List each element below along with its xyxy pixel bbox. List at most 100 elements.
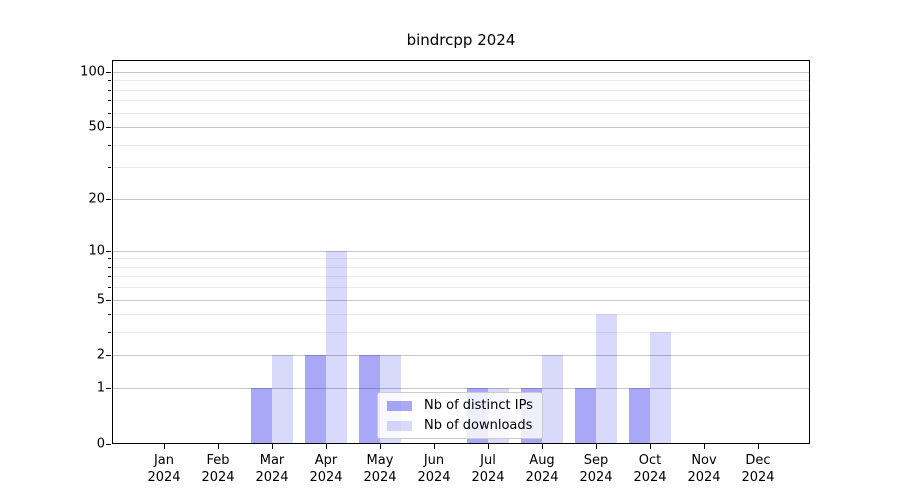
x-axis-tick-mar <box>272 444 273 449</box>
x-tick-year: 2024 <box>255 470 289 485</box>
gridline-minor-9 <box>112 258 810 260</box>
x-tick-year: 2024 <box>525 470 559 485</box>
legend-label-downloads: Nb of downloads <box>424 418 533 433</box>
y-axis-minor-tick-60 <box>108 112 111 114</box>
x-axis-tick-apr <box>326 444 327 449</box>
gridline-minor-4 <box>112 314 810 316</box>
gridline-minor-7 <box>112 276 810 278</box>
x-tick-year: 2024 <box>417 470 451 485</box>
y-axis-tick-label-0: 0 <box>96 436 105 452</box>
x-tick-year: 2024 <box>309 470 343 485</box>
y-axis-minor-tick-9 <box>108 258 111 260</box>
bar-nb-of-downloads-mar <box>272 355 293 444</box>
bar-nb-of-distinct-ips-mar <box>251 388 272 444</box>
gridline-major-10 <box>112 250 810 252</box>
legend-entry-distinct-ips: Nb of distinct IPs <box>387 398 533 413</box>
gridline-minor-80 <box>112 89 810 91</box>
gridline-minor-70 <box>112 100 810 102</box>
chart-title: bindrcpp 2024 <box>406 31 516 49</box>
x-axis-tick-label-dec: Dec 2024 <box>741 452 774 486</box>
x-tick-month: Aug <box>529 453 555 468</box>
y-axis-tick-20 <box>106 198 111 200</box>
x-axis-tick-jul <box>488 444 489 449</box>
x-axis-tick-dec <box>758 444 759 449</box>
x-tick-month: Sep <box>583 453 609 468</box>
y-axis-tick-50 <box>106 126 111 128</box>
bar-nb-of-distinct-ips-may <box>359 355 380 444</box>
y-axis-minor-tick-90 <box>108 80 111 82</box>
bar-nb-of-downloads-aug <box>542 355 563 444</box>
x-axis-tick-label-feb: Feb 2024 <box>201 452 234 486</box>
legend-entry-downloads: Nb of downloads <box>387 418 533 433</box>
x-tick-year: 2024 <box>741 470 775 485</box>
x-axis-tick-label-oct: Oct 2024 <box>633 452 666 486</box>
y-axis-tick-5 <box>106 299 111 301</box>
x-axis-tick-oct <box>650 444 651 449</box>
bar-nb-of-distinct-ips-sep <box>575 388 596 444</box>
y-axis-tick-label-100: 100 <box>80 64 105 80</box>
x-tick-month: May <box>366 453 394 468</box>
x-tick-month: Mar <box>259 453 285 468</box>
y-axis-tick-0 <box>106 444 111 445</box>
x-tick-month: Nov <box>691 453 717 468</box>
gridline-minor-40 <box>112 144 810 146</box>
bar-nb-of-distinct-ips-apr <box>305 355 326 444</box>
y-axis-minor-tick-40 <box>108 144 111 146</box>
y-axis-tick-1 <box>106 388 111 390</box>
y-axis-minor-tick-30 <box>108 167 111 169</box>
x-axis-tick-label-jul: Jul 2024 <box>471 452 504 486</box>
x-axis-tick-aug <box>542 444 543 449</box>
y-axis-tick-label-2: 2 <box>96 347 105 363</box>
gridline-minor-90 <box>112 80 810 82</box>
x-axis-tick-label-mar: Mar 2024 <box>255 452 288 486</box>
x-axis-tick-label-apr: Apr 2024 <box>309 452 342 486</box>
x-tick-year: 2024 <box>687 470 721 485</box>
y-axis-tick-label-10: 10 <box>88 243 105 259</box>
y-axis-minor-tick-80 <box>108 89 111 91</box>
y-axis-minor-tick-70 <box>108 100 111 102</box>
y-axis-tick-label-5: 5 <box>96 292 105 308</box>
bar-nb-of-downloads-sep <box>596 314 617 444</box>
y-axis-tick-label-1: 1 <box>96 380 105 396</box>
x-tick-year: 2024 <box>471 470 505 485</box>
bar-nb-of-distinct-ips-oct <box>629 388 650 444</box>
x-tick-year: 2024 <box>147 470 181 485</box>
bar-nb-of-downloads-apr <box>326 250 347 444</box>
x-axis-tick-may <box>380 444 381 449</box>
gridline-minor-8 <box>112 266 810 268</box>
x-tick-year: 2024 <box>363 470 397 485</box>
x-axis-tick-label-jan: Jan 2024 <box>147 452 180 486</box>
x-tick-month: Dec <box>745 453 771 468</box>
gridline-major-5 <box>112 299 810 301</box>
axes-frame <box>112 60 810 444</box>
x-tick-year: 2024 <box>579 470 613 485</box>
x-tick-month: Jul <box>480 453 496 468</box>
x-axis-tick-label-nov: Nov 2024 <box>687 452 720 486</box>
gridline-major-100 <box>112 71 810 73</box>
x-tick-month: Apr <box>314 453 338 468</box>
gridline-minor-30 <box>112 167 810 169</box>
x-tick-month: Jan <box>153 453 175 468</box>
x-axis-tick-feb <box>218 444 219 449</box>
x-axis-tick-sep <box>596 444 597 449</box>
x-tick-year: 2024 <box>633 470 667 485</box>
x-axis-tick-label-aug: Aug 2024 <box>525 452 558 486</box>
y-axis-minor-tick-6 <box>108 287 111 289</box>
x-axis-tick-label-jun: Jun 2024 <box>417 452 450 486</box>
x-tick-month: Jun <box>423 453 445 468</box>
y-axis-minor-tick-7 <box>108 276 111 278</box>
y-axis-tick-label-20: 20 <box>88 191 105 206</box>
bar-nb-of-downloads-oct <box>650 332 671 444</box>
gridline-major-20 <box>112 198 810 200</box>
x-axis-tick-label-sep: Sep 2024 <box>579 452 612 486</box>
x-axis-tick-label-may: May 2024 <box>363 452 396 486</box>
y-axis-tick-label-50: 50 <box>88 119 105 135</box>
x-axis-tick-jan <box>164 444 165 449</box>
gridline-major-1 <box>112 388 810 390</box>
x-tick-month: Feb <box>206 453 230 468</box>
y-axis-tick-2 <box>106 355 111 357</box>
gridline-minor-3 <box>112 332 810 334</box>
gridline-minor-60 <box>112 112 810 114</box>
y-axis-minor-tick-4 <box>108 314 111 316</box>
